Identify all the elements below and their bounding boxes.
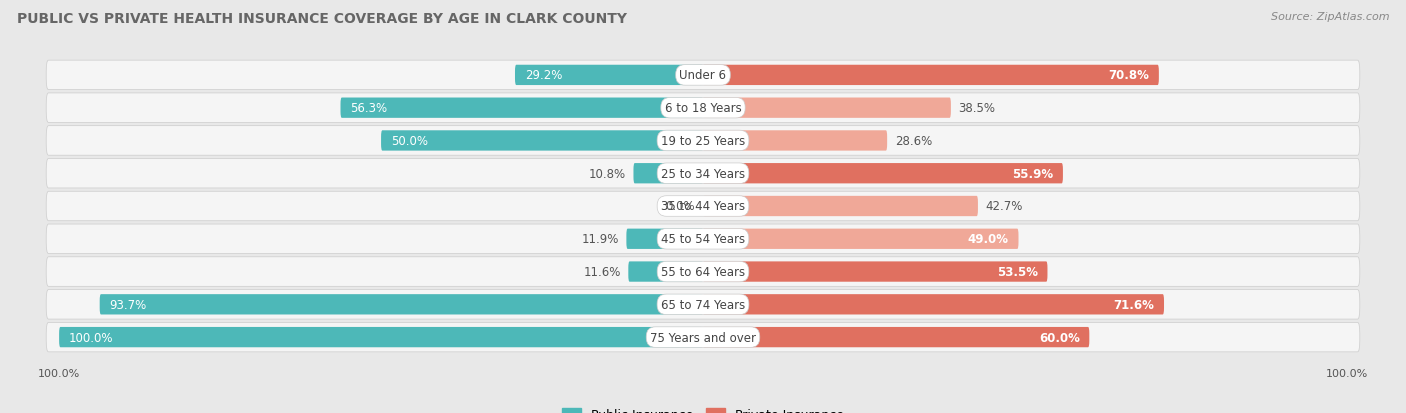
Text: 100.0%: 100.0% xyxy=(69,331,114,344)
Text: 42.7%: 42.7% xyxy=(986,200,1024,213)
Text: 53.5%: 53.5% xyxy=(997,266,1038,278)
Text: 19 to 25 Years: 19 to 25 Years xyxy=(661,135,745,147)
FancyBboxPatch shape xyxy=(703,262,1047,282)
FancyBboxPatch shape xyxy=(46,61,1360,90)
Text: 49.0%: 49.0% xyxy=(967,233,1010,246)
Text: 25 to 34 Years: 25 to 34 Years xyxy=(661,167,745,180)
Text: 28.6%: 28.6% xyxy=(894,135,932,147)
Text: 0.0%: 0.0% xyxy=(665,200,696,213)
FancyBboxPatch shape xyxy=(634,164,703,184)
Legend: Public Insurance, Private Insurance: Public Insurance, Private Insurance xyxy=(557,404,849,413)
Text: 60.0%: 60.0% xyxy=(1039,331,1080,344)
FancyBboxPatch shape xyxy=(703,131,887,151)
Text: 10.8%: 10.8% xyxy=(589,167,626,180)
Text: 11.9%: 11.9% xyxy=(581,233,619,246)
Text: 65 to 74 Years: 65 to 74 Years xyxy=(661,298,745,311)
FancyBboxPatch shape xyxy=(100,294,703,315)
FancyBboxPatch shape xyxy=(703,66,1159,86)
FancyBboxPatch shape xyxy=(627,229,703,249)
FancyBboxPatch shape xyxy=(46,94,1360,123)
Text: 75 Years and over: 75 Years and over xyxy=(650,331,756,344)
Text: 29.2%: 29.2% xyxy=(524,69,562,82)
Text: 71.6%: 71.6% xyxy=(1114,298,1154,311)
Text: 55.9%: 55.9% xyxy=(1012,167,1053,180)
Text: 70.8%: 70.8% xyxy=(1108,69,1149,82)
FancyBboxPatch shape xyxy=(46,225,1360,254)
FancyBboxPatch shape xyxy=(46,323,1360,352)
Text: 11.6%: 11.6% xyxy=(583,266,620,278)
Text: 56.3%: 56.3% xyxy=(350,102,387,115)
FancyBboxPatch shape xyxy=(703,196,979,217)
Text: 93.7%: 93.7% xyxy=(110,298,146,311)
FancyBboxPatch shape xyxy=(381,131,703,151)
FancyBboxPatch shape xyxy=(59,327,703,347)
FancyBboxPatch shape xyxy=(515,66,703,86)
Text: Under 6: Under 6 xyxy=(679,69,727,82)
FancyBboxPatch shape xyxy=(46,126,1360,156)
FancyBboxPatch shape xyxy=(46,159,1360,188)
FancyBboxPatch shape xyxy=(703,98,950,119)
FancyBboxPatch shape xyxy=(703,294,1164,315)
FancyBboxPatch shape xyxy=(46,290,1360,319)
Text: 55 to 64 Years: 55 to 64 Years xyxy=(661,266,745,278)
FancyBboxPatch shape xyxy=(340,98,703,119)
Text: PUBLIC VS PRIVATE HEALTH INSURANCE COVERAGE BY AGE IN CLARK COUNTY: PUBLIC VS PRIVATE HEALTH INSURANCE COVER… xyxy=(17,12,627,26)
FancyBboxPatch shape xyxy=(703,327,1090,347)
Text: 6 to 18 Years: 6 to 18 Years xyxy=(665,102,741,115)
FancyBboxPatch shape xyxy=(46,257,1360,287)
FancyBboxPatch shape xyxy=(703,229,1018,249)
Text: 50.0%: 50.0% xyxy=(391,135,427,147)
Text: 45 to 54 Years: 45 to 54 Years xyxy=(661,233,745,246)
FancyBboxPatch shape xyxy=(628,262,703,282)
FancyBboxPatch shape xyxy=(703,164,1063,184)
Text: Source: ZipAtlas.com: Source: ZipAtlas.com xyxy=(1271,12,1389,22)
Text: 38.5%: 38.5% xyxy=(959,102,995,115)
Text: 35 to 44 Years: 35 to 44 Years xyxy=(661,200,745,213)
FancyBboxPatch shape xyxy=(46,192,1360,221)
